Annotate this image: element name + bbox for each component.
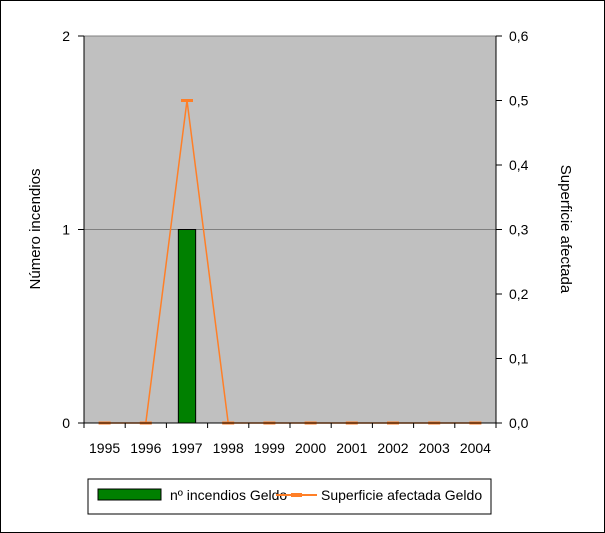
right-tick-label: 0,6 (509, 28, 529, 44)
legend-bar-swatch (97, 488, 162, 501)
left-axis-ticks: 0 1 2 (62, 28, 84, 431)
left-tick-label: 1 (62, 222, 70, 238)
gridlines (84, 35, 496, 230)
left-axis-title: Número incendios (27, 169, 44, 290)
x-axis-ticks: 1995 1996 1997 1998 1999 2000 2001 2002 2003 2004 (83, 423, 497, 456)
right-tick-label: 0,4 (509, 157, 529, 173)
legend: nº incendios Geldo Superficie afectada G… (87, 478, 492, 515)
x-tick-label-2001: 2001 (336, 440, 367, 456)
x-tick-label-2004: 2004 (460, 440, 491, 456)
bar-1997 (177, 229, 197, 424)
right-tick-label: 0,3 (509, 222, 529, 238)
right-axis-title: Superficie afectada (557, 165, 574, 294)
right-tick-label: 0,0 (509, 415, 529, 431)
x-tick-label-1998: 1998 (213, 440, 244, 456)
left-tick-label: 0 (62, 415, 70, 431)
x-tick-label-1997: 1997 (171, 440, 202, 456)
x-tick-label-2000: 2000 (295, 440, 326, 456)
right-tick-label: 0,1 (509, 351, 529, 367)
legend-bar-label: nº incendios Geldo (170, 487, 287, 503)
right-tick-label: 0,2 (509, 286, 529, 302)
bar-series (177, 229, 197, 424)
legend-line-label: Superficie afectada Geldo (321, 487, 482, 503)
x-tick-label-2002: 2002 (377, 440, 408, 456)
x-tick-label-2003: 2003 (419, 440, 450, 456)
right-tick-label: 0,5 (509, 93, 529, 109)
x-tick-label-1995: 1995 (89, 440, 120, 456)
left-tick-label: 2 (62, 28, 70, 44)
right-axis-ticks: 0,0 0,1 0,2 0,3 0,4 0,5 0,6 (496, 28, 529, 431)
x-tick-label-1996: 1996 (130, 440, 161, 456)
x-tick-label-1999: 1999 (254, 440, 285, 456)
